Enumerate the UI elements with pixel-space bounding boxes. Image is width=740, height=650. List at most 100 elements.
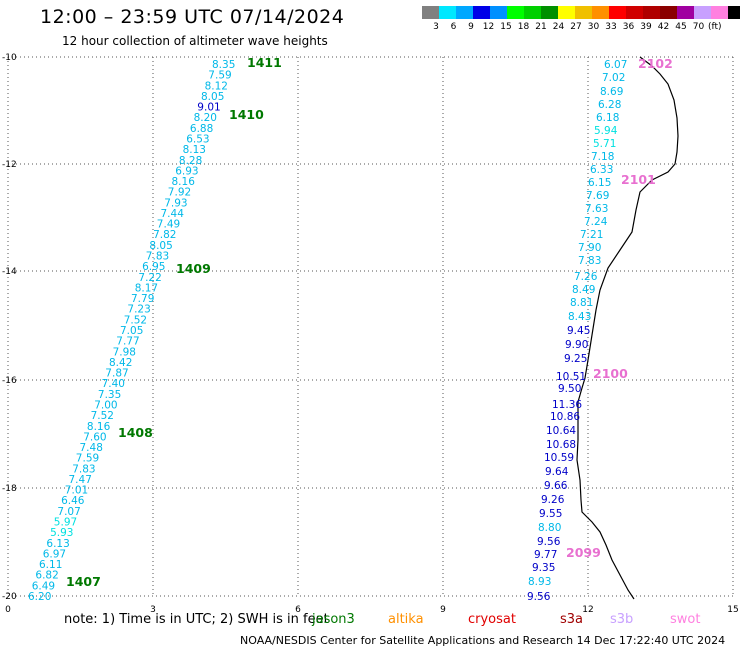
wave-height-reading: 8.35 [212,59,235,71]
colorbar-label: 3 [433,22,439,32]
wave-height-reading: 10.59 [544,452,574,464]
wave-height-reading: 7.60 [83,431,106,443]
legend-item-jason3: jason3 [312,612,355,627]
wave-height-reading: 6.82 [35,570,58,582]
wave-height-reading: 9.56 [537,536,561,548]
y-tick-label: -20 [2,592,17,602]
wave-height-reading: 7.92 [168,187,191,199]
wave-height-reading: 8.80 [538,522,561,534]
note-text: note: 1) Time is in UTC; 2) SWH is in fe… [64,612,329,627]
wave-readings: 8.357.598.128.059.018.206.886.538.138.28… [28,59,627,603]
track-label: 1407 [66,574,101,589]
wave-height-reading: 7.98 [113,346,136,358]
wave-height-reading: 9.26 [541,494,565,506]
wave-height-reading: 8.13 [183,144,206,156]
wave-height-reading: 10.68 [546,439,576,451]
x-tick-label: 6 [295,605,301,615]
track-label: 2099 [566,545,601,560]
wave-height-reading: 7.82 [153,229,176,241]
wave-height-reading: 8.42 [109,357,132,369]
colorbar-label: 45 [675,22,687,32]
track-label: 2100 [593,366,628,381]
coastline [576,56,679,600]
wave-height-reading: 11.36 [552,399,582,411]
wave-height-reading: 7.26 [574,271,598,283]
wave-height-reading: 7.59 [208,70,231,82]
wave-height-reading: 8.05 [149,240,172,252]
track-label: 1411 [247,55,282,70]
colorbar-label: 42 [657,22,670,32]
colorbar-swatch [558,6,575,19]
wave-height-reading: 7.21 [580,229,603,241]
wave-height-reading: 8.81 [570,297,593,309]
wave-height-reading: 8.20 [194,112,217,124]
wave-height-reading: 6.95 [142,261,165,273]
wave-height-reading: 6.49 [32,580,55,592]
wave-height-reading: 8.16 [172,176,196,188]
wave-height-reading: 9.50 [558,383,581,395]
colorbar-swatch [507,6,524,19]
colorbar-label: 27 [570,22,582,32]
track-label: 1410 [229,107,264,122]
colorbar-label: 6 [450,22,457,32]
wave-height-reading: 7.40 [102,378,125,390]
wave-height-reading: 7.05 [120,325,143,337]
y-tick-label: -18 [2,484,17,494]
wave-height-reading: 7.49 [157,219,180,231]
coastline-path [576,56,679,600]
colorbar-swatch [728,6,740,19]
colorbar-label: 15 [500,22,512,32]
wave-height-reading: 7.01 [65,485,88,497]
map-grid [7,56,734,597]
wave-height-reading: 5.94 [594,125,618,137]
colorbar-label: 9 [468,22,474,32]
wave-height-reading: 7.48 [80,442,103,454]
wave-height-reading: 7.44 [161,208,185,220]
colorbar-label: 21 [535,22,547,32]
colorbar-label: 24 [552,22,565,32]
wave-height-reading: 8.93 [528,576,551,588]
wave-height-reading: 8.28 [179,155,202,167]
wave-height-reading: 9.35 [532,562,555,574]
x-tick-label: 12 [582,605,593,615]
colorbar-swatch [439,6,456,19]
colorbar-swatch [677,6,694,19]
wave-height-reading: 8.17 [135,282,158,294]
wave-height-reading: 7.77 [116,336,139,348]
wave-height-reading: 6.88 [190,123,213,135]
wave-height-reading: 9.66 [544,480,568,492]
colorbar-label: 18 [517,22,530,32]
wave-height-reading: 9.01 [197,102,220,114]
wave-height-reading: 7.83 [72,463,95,475]
legend-item-altika: altika [388,612,424,627]
wave-height-reading: 10.86 [550,411,580,423]
wave-height-reading: 10.64 [546,425,576,437]
wave-height-reading: 7.87 [105,368,128,380]
wave-height-reading: 6.53 [186,134,209,146]
wave-height-reading: 7.18 [591,151,614,163]
colorbar-label: 36 [622,22,635,32]
colorbar-swatch [660,6,677,19]
wave-height-reading: 7.69 [586,190,609,202]
wave-height-reading: 7.02 [602,72,625,84]
wave-height-reading: 9.25 [564,353,587,365]
wave-height-reading: 7.00 [94,400,117,412]
y-tick-label: -14 [2,267,17,277]
colorbar-swatch [490,6,507,19]
wave-height-reading: 7.79 [131,293,154,305]
map-subtitle: 12 hour collection of altimeter wave hei… [62,34,328,48]
track-label: 1408 [118,425,153,440]
wave-height-reading: 5.71 [593,138,616,150]
track-label: 2102 [638,56,673,71]
wave-height-reading: 7.35 [98,389,121,401]
wave-height-reading: 6.46 [61,495,85,507]
wave-height-reading: 6.15 [588,177,611,189]
wave-height-reading: 8.69 [600,86,623,98]
wave-height-reading: 6.28 [598,99,621,111]
colorbar-unit: (ft) [708,22,722,32]
wave-height-reading: 8.05 [201,91,224,103]
wave-height-reading: 9.55 [539,508,562,520]
wave-height-reading: 8.43 [568,311,591,323]
y-tick-label: -16 [2,376,17,386]
